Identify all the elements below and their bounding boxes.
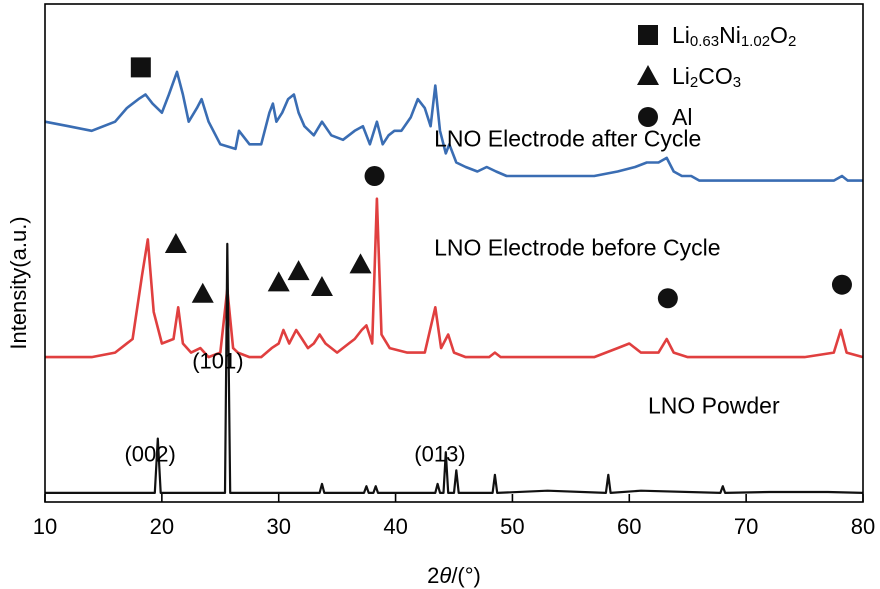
legend: Li0.63Ni1.02O2 Li2CO3 Al (637, 22, 796, 130)
phase-marker-triangle (191, 282, 214, 303)
phase-marker-triangle (267, 271, 290, 292)
phase-marker-triangle (310, 275, 333, 296)
phase-marker-triangle (164, 232, 187, 253)
axis-layer: 10 20 30 40 50 60 70 80 2θ/(°) Intensity(a.u.) (6, 216, 875, 588)
series-line-lno-electrode-before-cycle (45, 197, 864, 359)
phase-marker-triangle (287, 260, 310, 281)
legend-marker-square (638, 25, 658, 45)
legend-entry: Li0.63Ni1.02O2 (672, 22, 796, 50)
x-tick-label: 30 (266, 514, 290, 539)
legend-entry: Al (672, 104, 692, 130)
x-tick-label: 10 (33, 514, 57, 539)
marker-layer (130, 57, 852, 309)
x-tick-label: 80 (851, 514, 875, 539)
x-tick-label: 60 (617, 514, 641, 539)
y-axis-label: Intensity(a.u.) (6, 216, 31, 349)
series-label: LNO Electrode before Cycle (434, 234, 720, 260)
phase-marker-triangle (349, 253, 372, 274)
peak-label: (013) (414, 441, 465, 466)
x-axis-label: 2θ/(°) (427, 563, 481, 588)
x-tick-label: 50 (500, 514, 524, 539)
x-tick-label: 40 (383, 514, 407, 539)
phase-marker-circle (657, 288, 678, 309)
annotation-layer: LNO Electrode after Cycle LNO Electrode b… (124, 126, 780, 467)
x-tick-label: 20 (150, 514, 174, 539)
x-tick-label: 70 (734, 514, 758, 539)
phase-marker-circle (364, 166, 385, 187)
series-line-lno-powder (45, 242, 864, 494)
legend-marker-circle (638, 107, 658, 127)
series-layer (44, 70, 864, 494)
phase-marker-square (130, 57, 151, 78)
peak-label: (101) (192, 348, 243, 373)
series-line-lno-electrode-after-cycle (44, 70, 863, 182)
legend-entry: Li2CO3 (672, 63, 741, 91)
plot-frame (44, 3, 864, 503)
series-label: LNO Powder (648, 393, 780, 419)
legend-marker-triangle (637, 65, 659, 85)
peak-label: (002) (124, 441, 175, 466)
series-label: LNO Electrode after Cycle (434, 126, 701, 152)
phase-marker-circle (831, 274, 852, 295)
